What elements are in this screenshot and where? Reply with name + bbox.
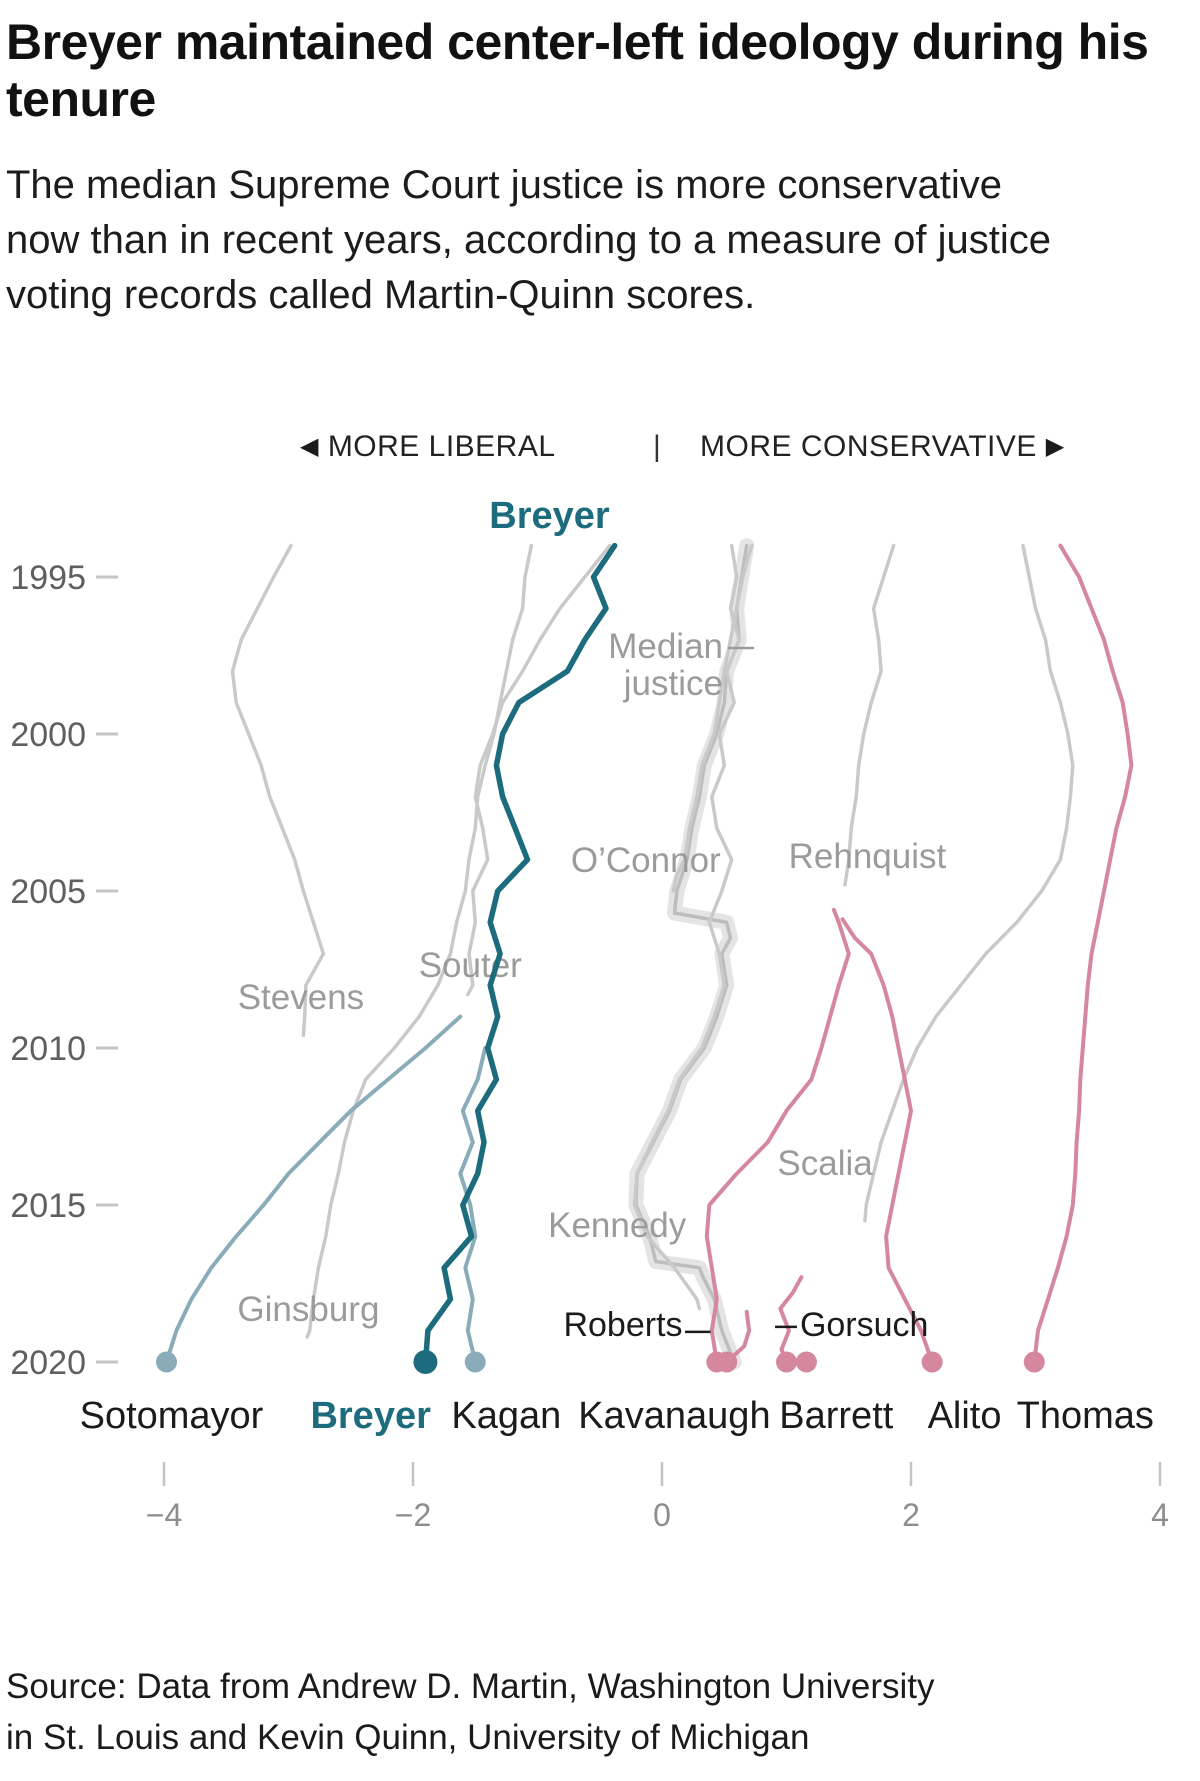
bottom-label-alito: Alito (928, 1395, 1002, 1437)
series-scalia-line (863, 543, 1075, 1223)
x-tick-label-4: 4 (1151, 1497, 1169, 1533)
right-arrow-icon: ▶ (1045, 433, 1065, 460)
series-barrett-endpoint (795, 1351, 817, 1373)
series-breyer-endpoint (413, 1350, 438, 1374)
median-justice-label: Median justice (608, 627, 723, 703)
series-souter-line (466, 543, 612, 997)
more-liberal-label: MORE LIBERAL (327, 430, 556, 463)
source-line-2: in St. Louis and Kevin Quinn, University… (6, 1717, 810, 1757)
page-title: Breyer maintained center-left ideology d… (6, 14, 1149, 127)
souter-label: Souter (419, 946, 522, 985)
x-tick-label--2: −2 (395, 1497, 431, 1533)
x-tick-label--4: −4 (146, 1497, 182, 1533)
gorsuch-label: Gorsuch (800, 1306, 929, 1344)
rehnquist-label: Rehnquist (789, 837, 947, 876)
series-sotomayor-line (164, 1014, 463, 1364)
ginsburg-label: Ginsburg (237, 1290, 379, 1329)
series-stevens-line (230, 543, 326, 1038)
y-tick-label-2000: 2000 (10, 716, 86, 754)
median-band-core (634, 543, 749, 1364)
series-thomas-endpoint (1023, 1351, 1045, 1373)
series-gorsuch-endpoint (776, 1351, 797, 1373)
x-tick-label-2: 2 (902, 1497, 920, 1533)
y-tick-label-2020: 2020 (10, 1344, 86, 1382)
bottom-label-kagan: Kagan (451, 1395, 561, 1437)
stevens-label: Stevens (238, 978, 364, 1017)
series-roberts-line (704, 907, 851, 1364)
series-gorsuch-line (778, 1275, 804, 1364)
scalia-label: Scalia (777, 1144, 873, 1183)
more-conservative-header: MORE CONSERVATIVE ▶ (700, 430, 1065, 464)
series-sotomayor-endpoint (155, 1351, 177, 1373)
chart-subtitle: The median Supreme Court justice is more… (6, 163, 1051, 318)
series-ginsburg-line (305, 543, 534, 1339)
series-alito-line (840, 917, 935, 1364)
roberts-label: Roberts (563, 1306, 682, 1344)
y-tick-label-2015: 2015 (10, 1187, 86, 1225)
y-tick-label-2010: 2010 (10, 1030, 86, 1068)
kennedy-label: Kennedy (548, 1206, 687, 1245)
series-kagan-line (458, 1046, 488, 1364)
bottom-label-breyer: Breyer (310, 1395, 431, 1437)
breyer-top-label: Breyer (489, 495, 610, 537)
series-o'connor-line (671, 543, 754, 893)
source-line-1: Source: Data from Andrew D. Martin, Wash… (6, 1667, 935, 1706)
series-kagan-endpoint (464, 1351, 486, 1373)
series-alito-endpoint (921, 1351, 943, 1373)
more-liberal-header: ◀ MORE LIBERAL (300, 430, 556, 464)
series-rehnquist-line (843, 543, 896, 887)
series-breyer-line (422, 542, 618, 1365)
bottom-label-sotomayor: Sotomayor (80, 1395, 264, 1437)
more-conservative-label: MORE CONSERVATIVE (700, 430, 1037, 463)
axis-zero-separator: | (653, 430, 662, 463)
series-kennedy-line (632, 543, 741, 1311)
left-arrow-icon: ◀ (300, 433, 319, 460)
oconnor-label: O’Connor (571, 841, 721, 880)
series-kavanaugh-line (724, 1309, 752, 1364)
bottom-label-kavanaugh: Kavanaugh (578, 1395, 770, 1437)
y-tick-label-2005: 2005 (10, 873, 86, 911)
x-tick-label-0: 0 (653, 1497, 671, 1533)
bottom-label-barrett: Barrett (779, 1395, 893, 1437)
bottom-label-thomas: Thomas (1017, 1395, 1154, 1437)
series-thomas-line (1032, 543, 1134, 1364)
source-note: Source: Data from Andrew D. Martin, Wash… (6, 1662, 1126, 1764)
series-kavanaugh-endpoint (716, 1351, 738, 1373)
y-tick-label-1995: 1995 (10, 559, 86, 597)
